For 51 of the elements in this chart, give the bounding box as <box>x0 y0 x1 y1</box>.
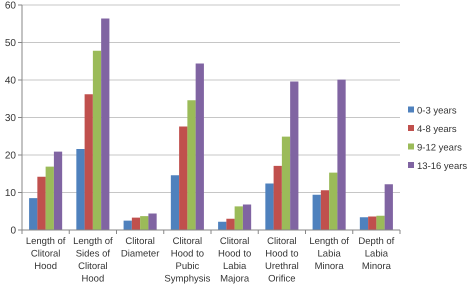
legend-label: 13-16 years <box>417 160 468 172</box>
bar <box>337 80 346 230</box>
bar <box>54 152 62 230</box>
y-tick-label: 40 <box>4 76 16 86</box>
y-tick-label: 0 <box>10 226 16 236</box>
bar <box>265 184 274 230</box>
y-tick-label: 20 <box>4 150 16 162</box>
bar <box>92 50 102 230</box>
legend-label: 4-8 years <box>417 124 457 135</box>
bar <box>329 172 338 230</box>
bar <box>148 214 157 230</box>
bar <box>226 218 235 230</box>
bar <box>320 190 330 230</box>
bar <box>101 18 110 230</box>
bar <box>242 204 252 230</box>
bar <box>368 216 376 230</box>
bar <box>179 126 188 230</box>
bar <box>29 198 38 230</box>
bar <box>290 82 298 230</box>
bar <box>76 149 85 230</box>
x-tick-label: Clitoral Hood to Pubic Symphysis <box>164 236 211 284</box>
bar <box>37 176 46 230</box>
x-tick-label: Length of Clitoral Hood <box>26 236 66 272</box>
y-tick-label: 30 <box>4 113 16 124</box>
bar <box>196 64 204 230</box>
x-tick-label: Clitoral Diameter <box>120 236 160 260</box>
bar <box>234 206 243 230</box>
legend-label: 9-12 years <box>417 142 462 154</box>
y-tick-label: 50 <box>4 38 16 49</box>
bar <box>360 217 368 230</box>
x-tick-label: Length of Labia Minora <box>309 236 350 272</box>
bar <box>46 166 54 230</box>
x-tick-label: Clitoral Hood to Labia Majora <box>218 236 252 284</box>
bar <box>282 136 290 230</box>
bar <box>274 166 282 230</box>
legend-label: 0-3 years <box>417 105 457 116</box>
bar <box>124 220 132 230</box>
bar <box>170 175 180 230</box>
x-tick-label: Depth of Labia Minora <box>358 236 395 272</box>
x-tick-label: Length of Sides of Clitoral Hood <box>73 236 114 284</box>
bar <box>84 94 93 230</box>
y-tick-label: 10 <box>4 188 16 199</box>
bar <box>140 216 148 230</box>
bar <box>187 100 196 230</box>
x-tick-label: Clitoral Hood to Urethral Orifice <box>264 236 299 284</box>
bar <box>384 184 393 230</box>
bar <box>312 194 321 230</box>
y-tick-label: 60 <box>4 0 16 12</box>
bar <box>132 218 140 230</box>
bar <box>376 216 385 230</box>
bar <box>218 222 226 230</box>
